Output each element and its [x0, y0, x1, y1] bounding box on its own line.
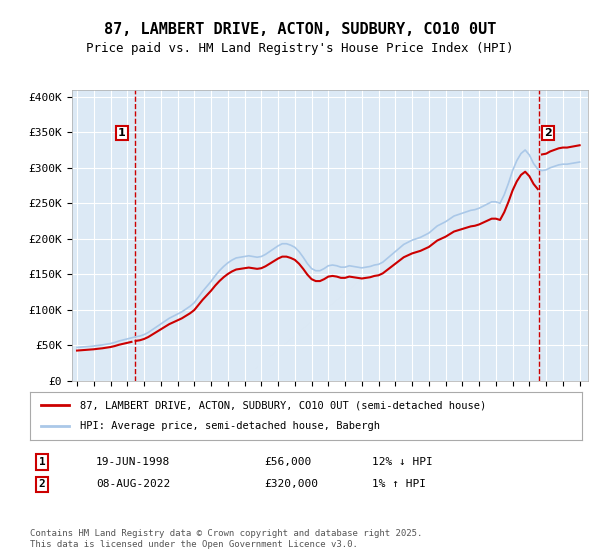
- Text: 87, LAMBERT DRIVE, ACTON, SUDBURY, CO10 0UT (semi-detached house): 87, LAMBERT DRIVE, ACTON, SUDBURY, CO10 …: [80, 400, 486, 410]
- Text: Price paid vs. HM Land Registry's House Price Index (HPI): Price paid vs. HM Land Registry's House …: [86, 42, 514, 55]
- Text: 1: 1: [38, 457, 46, 467]
- Text: 2: 2: [38, 479, 46, 489]
- Text: 08-AUG-2022: 08-AUG-2022: [96, 479, 170, 489]
- Text: £56,000: £56,000: [264, 457, 311, 467]
- Text: HPI: Average price, semi-detached house, Babergh: HPI: Average price, semi-detached house,…: [80, 421, 380, 431]
- Text: 19-JUN-1998: 19-JUN-1998: [96, 457, 170, 467]
- Text: 87, LAMBERT DRIVE, ACTON, SUDBURY, CO10 0UT: 87, LAMBERT DRIVE, ACTON, SUDBURY, CO10 …: [104, 22, 496, 38]
- Text: 12% ↓ HPI: 12% ↓ HPI: [372, 457, 433, 467]
- Text: 2: 2: [544, 128, 551, 138]
- Text: £320,000: £320,000: [264, 479, 318, 489]
- Text: 1: 1: [118, 128, 125, 138]
- Text: Contains HM Land Registry data © Crown copyright and database right 2025.
This d: Contains HM Land Registry data © Crown c…: [30, 529, 422, 549]
- Text: 1% ↑ HPI: 1% ↑ HPI: [372, 479, 426, 489]
